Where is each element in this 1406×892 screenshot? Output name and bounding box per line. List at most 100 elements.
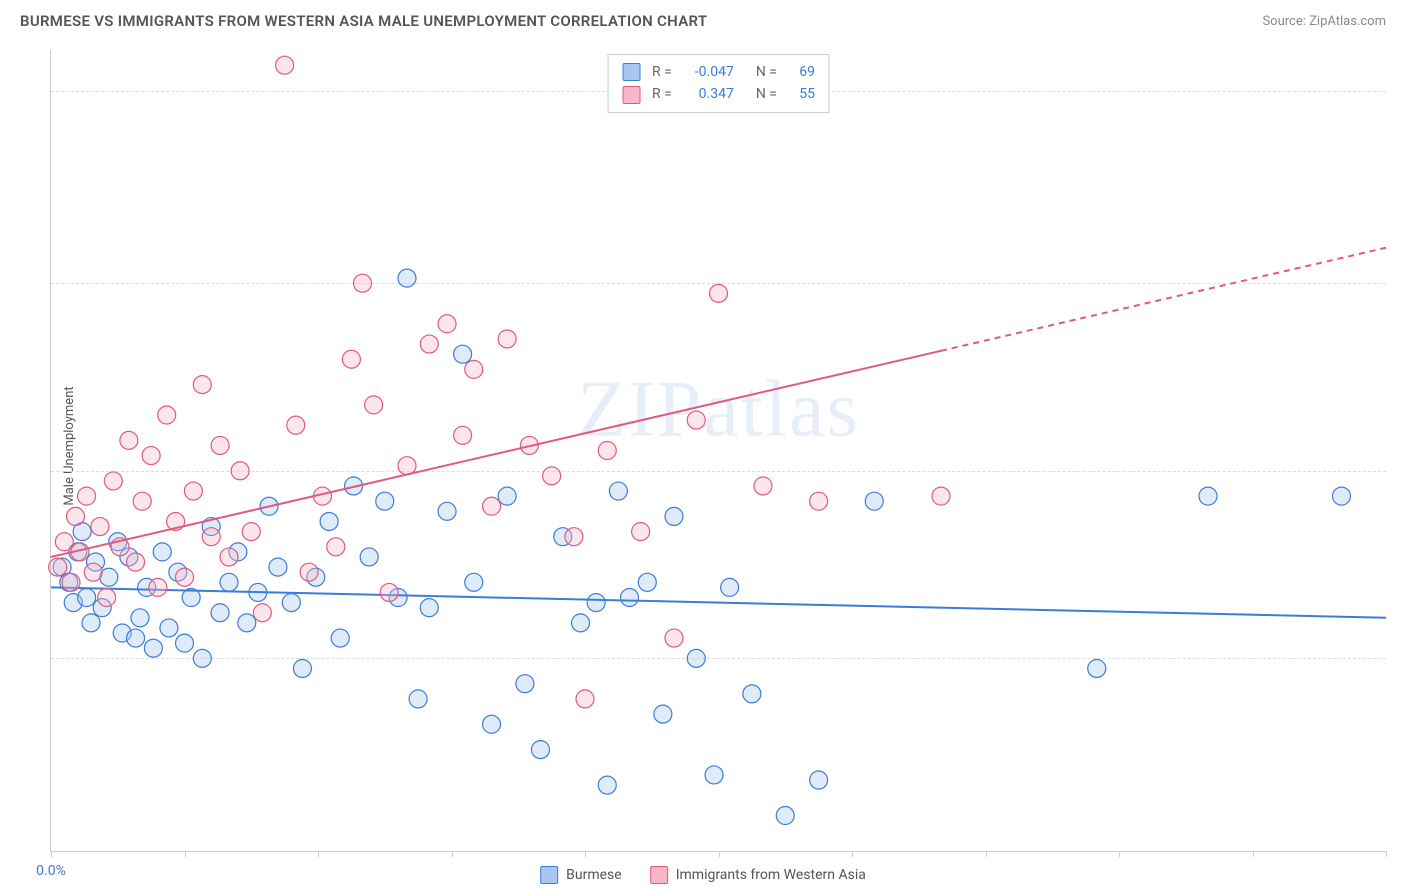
data-point xyxy=(665,507,683,525)
data-point xyxy=(133,492,151,510)
data-point xyxy=(865,492,883,510)
data-point xyxy=(483,715,501,733)
data-point xyxy=(211,436,229,454)
data-point xyxy=(176,568,194,586)
trend-line xyxy=(51,587,1386,617)
data-point xyxy=(621,589,639,607)
x-tick xyxy=(318,851,319,857)
data-point xyxy=(376,492,394,510)
x-tick xyxy=(1386,851,1387,857)
data-point xyxy=(360,548,378,566)
data-point xyxy=(543,467,561,485)
data-point xyxy=(98,589,116,607)
data-point xyxy=(231,462,249,480)
x-tick xyxy=(1253,851,1254,857)
data-point xyxy=(398,457,416,475)
data-point xyxy=(565,528,583,546)
x-tick-label: 0.0% xyxy=(36,863,66,879)
data-point xyxy=(398,269,416,287)
data-point xyxy=(331,629,349,647)
data-point xyxy=(142,447,160,465)
data-point xyxy=(454,426,472,444)
data-point xyxy=(438,502,456,520)
x-tick xyxy=(1119,851,1120,857)
data-point xyxy=(78,487,96,505)
legend-item: Immigrants from Western Asia xyxy=(650,866,866,884)
data-point xyxy=(598,776,616,794)
data-point xyxy=(269,558,287,576)
data-point xyxy=(287,416,305,434)
x-tick xyxy=(585,851,586,857)
legend-swatch xyxy=(650,866,668,884)
data-point xyxy=(160,619,178,637)
data-point xyxy=(220,548,238,566)
data-point xyxy=(632,523,650,541)
data-point xyxy=(202,528,220,546)
data-point xyxy=(82,614,100,632)
legend-swatch xyxy=(622,63,640,81)
data-point xyxy=(576,690,594,708)
x-tick xyxy=(185,851,186,857)
x-tick xyxy=(852,851,853,857)
data-point xyxy=(932,487,950,505)
data-point xyxy=(327,538,345,556)
data-point xyxy=(572,614,590,632)
data-point xyxy=(438,315,456,333)
x-tick xyxy=(452,851,453,857)
data-point xyxy=(687,649,705,667)
stat-label-n: N = xyxy=(756,83,777,105)
data-point xyxy=(638,573,656,591)
data-point xyxy=(754,477,772,495)
legend-stat-row: R =0.347N =55 xyxy=(622,83,815,105)
data-point xyxy=(743,685,761,703)
data-point xyxy=(1199,487,1217,505)
data-point xyxy=(465,573,483,591)
data-point xyxy=(776,807,794,825)
x-tick-label: 60.0% xyxy=(1391,863,1406,879)
data-point xyxy=(420,599,438,617)
legend-swatch xyxy=(622,86,640,104)
data-point xyxy=(483,497,501,515)
data-point xyxy=(220,573,238,591)
data-point xyxy=(705,766,723,784)
data-point xyxy=(62,573,80,591)
data-point xyxy=(810,771,828,789)
legend-swatch xyxy=(540,866,558,884)
data-point xyxy=(665,629,683,647)
source-link[interactable]: ZipAtlas.com xyxy=(1309,14,1386,29)
data-point xyxy=(84,563,102,581)
data-point xyxy=(153,543,171,561)
legend-bottom: Burmese Immigrants from Western Asia xyxy=(540,866,866,884)
trend-line-extrapolated xyxy=(941,248,1386,351)
data-point xyxy=(516,675,534,693)
data-point xyxy=(120,431,138,449)
x-tick xyxy=(51,851,52,857)
data-point xyxy=(320,512,338,530)
data-point xyxy=(365,396,383,414)
trend-line xyxy=(51,351,941,557)
data-point xyxy=(380,583,398,601)
data-point xyxy=(810,492,828,510)
stat-value-n: 55 xyxy=(785,83,815,105)
chart-title: BURMESE VS IMMIGRANTS FROM WESTERN ASIA … xyxy=(20,12,707,30)
data-point xyxy=(104,472,122,490)
data-point xyxy=(253,604,271,622)
y-tick-label: 3.8% xyxy=(1391,650,1406,666)
x-tick xyxy=(986,851,987,857)
stat-label-r: R = xyxy=(652,83,672,105)
data-point xyxy=(409,690,427,708)
data-point xyxy=(144,639,162,657)
data-point xyxy=(149,578,167,596)
data-point xyxy=(91,518,109,536)
data-point xyxy=(238,614,256,632)
data-point xyxy=(276,56,294,74)
data-point xyxy=(176,634,194,652)
data-point xyxy=(721,578,739,596)
stat-value-n: 69 xyxy=(785,61,815,83)
legend-item: Burmese xyxy=(540,866,622,884)
legend-stat-row: R =-0.047N =69 xyxy=(622,61,815,83)
data-point xyxy=(498,330,516,348)
data-point xyxy=(354,274,372,292)
data-point xyxy=(193,649,211,667)
data-point xyxy=(532,741,550,759)
